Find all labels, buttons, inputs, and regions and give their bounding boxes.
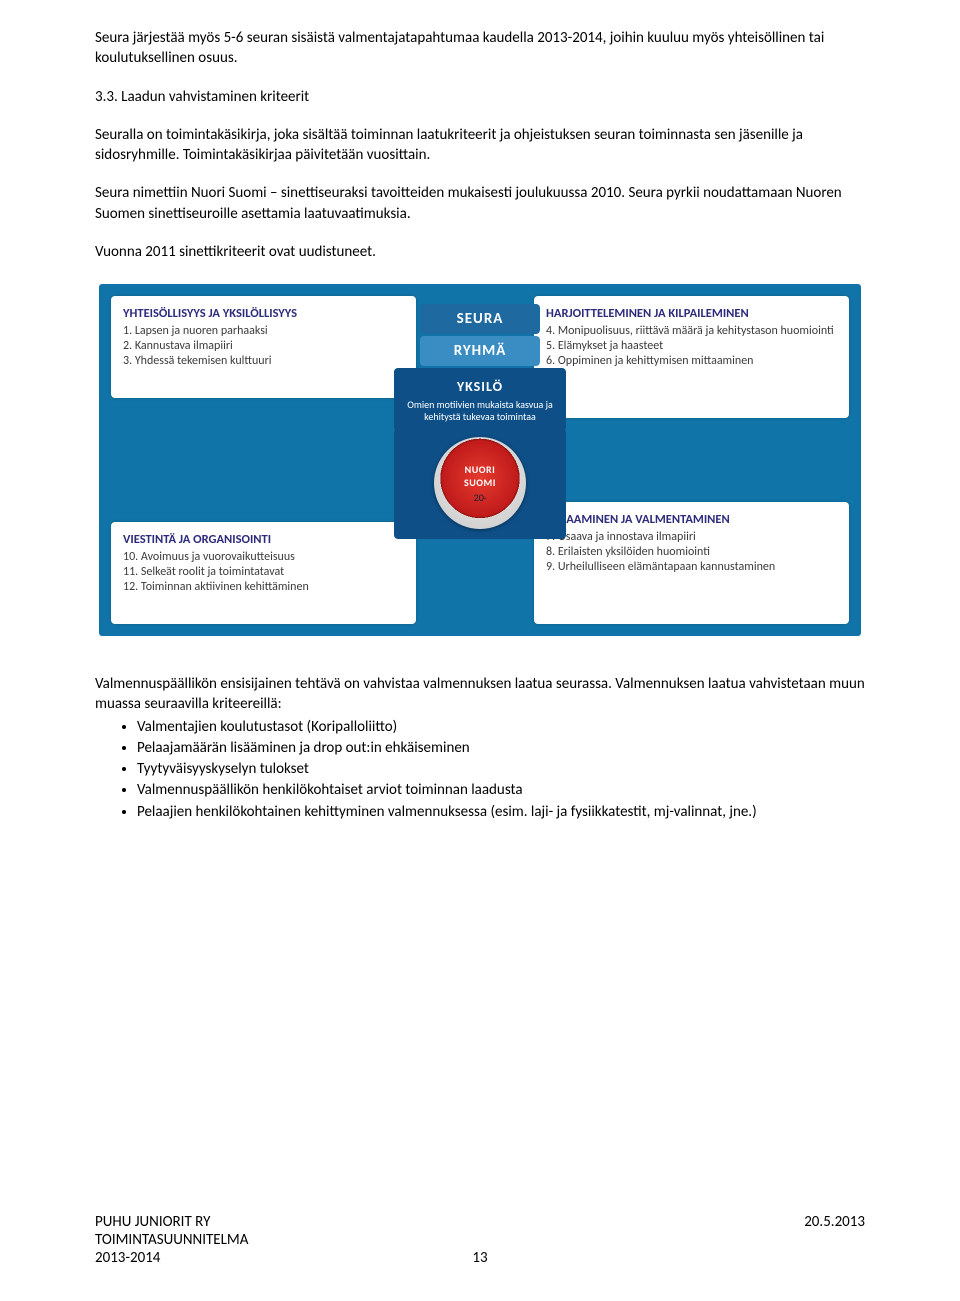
seal-line-1: NUORI: [464, 463, 496, 476]
footer-doc-title: TOIMINTASUUNNITELMA: [95, 1231, 865, 1249]
pill-ryhma: RYHMÄ: [420, 336, 540, 366]
page-number: 13: [472, 1249, 487, 1267]
quad-tl-title: YHTEISÖLLISYYS JA YKSILÖLLISYYS: [123, 306, 404, 321]
paragraph-3: Seura nimettiin Nuori Suomi – sinettiseu…: [95, 183, 865, 224]
list-item: Valmentajien koulutustasot (Koripallolii…: [137, 717, 865, 737]
intro-paragraph: Seura järjestää myös 5-6 seuran sisäistä…: [95, 28, 865, 69]
footer-date: 20.5.2013: [804, 1213, 865, 1231]
seal-line-2: SUOMI: [464, 476, 496, 489]
quad-br-line: 8. Erilaisten yksilöiden huomiointi: [546, 545, 837, 560]
seal-container: NUORI SUOMI 20·: [394, 429, 566, 539]
list-item: Tyytyväisyyskyselyn tulokset: [137, 759, 865, 779]
page-footer: PUHU JUNIORIT RY 20.5.2013 TOIMINTASUUNN…: [95, 1213, 865, 1267]
diagram-center-stack: SEURA RYHMÄ YKSILÖ Omien motiivien mukai…: [370, 304, 590, 539]
quad-bl-line: 11. Selkeät roolit ja toimintatavat: [123, 565, 404, 580]
paragraph-4: Vuonna 2011 sinettikriteerit ovat uudist…: [95, 242, 865, 262]
quad-tl-line: 1. Lapsen ja nuoren parhaaksi: [123, 324, 404, 339]
nuori-suomi-seal-icon: NUORI SUOMI 20·: [434, 437, 526, 529]
yksilo-block: YKSILÖ Omien motiivien mukaista kasvua j…: [394, 368, 566, 431]
criteria-bullet-list: Valmentajien koulutustasot (Koripallolii…: [95, 717, 865, 822]
quad-tl-line: 2. Kannustava ilmapiiri: [123, 339, 404, 354]
yksilo-subtitle: Omien motiivien mukaista kasvua ja kehit…: [406, 399, 554, 423]
quad-tl-line: 3. Yhdessä tekemisen kulttuuri: [123, 354, 404, 369]
quad-bl-line: 10. Avoimuus ja vuorovaikutteisuus: [123, 550, 404, 565]
yksilo-title: YKSILÖ: [406, 378, 554, 395]
pill-seura: SEURA: [420, 304, 540, 334]
list-item: Pelaajien henkilökohtainen kehittyminen …: [137, 802, 865, 822]
list-item: Pelaajamäärän lisääminen ja drop out:in …: [137, 738, 865, 758]
seal-year: 20·: [464, 491, 496, 504]
paragraph-2: Seuralla on toimintakäsikirja, joka sisä…: [95, 125, 865, 166]
quad-br-line: 9. Urheilulliseen elämäntapaan kannustam…: [546, 560, 837, 575]
footer-org: PUHU JUNIORIT RY: [95, 1213, 210, 1231]
footer-season: 2013-2014: [95, 1249, 160, 1267]
list-item: Valmennuspäällikön henkilökohtaiset arvi…: [137, 780, 865, 800]
section-heading: 3.3. Laadun vahvistaminen kriteerit: [95, 87, 865, 107]
quad-bl-line: 12. Toiminnan aktiivinen kehittäminen: [123, 580, 404, 595]
quad-bl-title: VIESTINTÄ JA ORGANISOINTI: [123, 532, 404, 547]
paragraph-5: Valmennuspäällikön ensisijainen tehtävä …: [95, 674, 865, 715]
sinetti-diagram: YHTEISÖLLISYYS JA YKSILÖLLISYYS 1. Lapse…: [95, 280, 865, 640]
